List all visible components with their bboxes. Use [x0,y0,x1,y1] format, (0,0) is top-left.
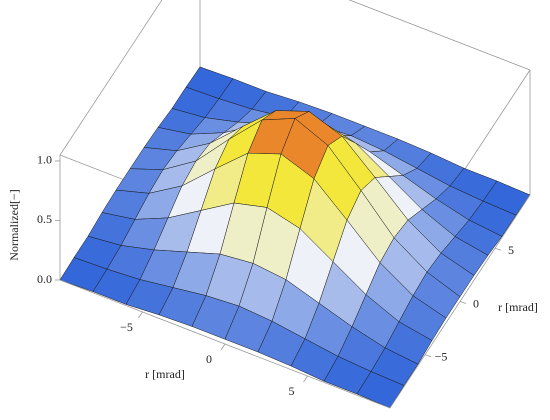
box-edge [348,0,531,71]
x-tick-label: 5 [289,384,295,398]
y-tick-label: 5 [508,243,514,257]
y-tick [459,301,467,304]
x-tick [138,311,143,319]
z-tick-label: 0.0 [37,272,52,286]
x-tick [303,375,308,383]
box-edge [59,0,163,156]
x-tick [220,343,226,351]
y-tick-label: −5 [435,350,448,364]
y-axis-label: r [mrad] [498,300,538,314]
y-tick-label: 0 [473,296,479,310]
x-axis-label: r [mrad] [145,367,185,381]
z-tick-label: 0.5 [37,212,52,226]
x-tick-label: −5 [120,320,133,334]
y-tick [424,354,432,358]
x-tick-label: 0 [206,352,212,366]
z-axis-label: Normalized[−] [7,189,21,260]
z-tick-label: 1.0 [37,153,52,167]
y-tick [494,247,502,251]
